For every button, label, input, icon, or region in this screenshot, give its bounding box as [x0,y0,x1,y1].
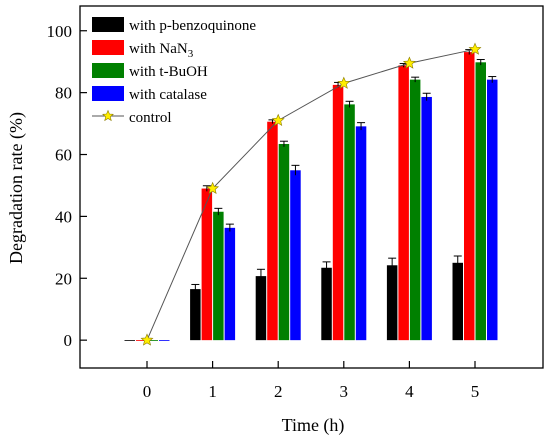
bar [124,340,135,341]
x-tick-label: 0 [143,382,152,401]
bar [321,267,332,341]
legend-label: with p-benzoquinone [129,18,256,34]
y-tick-label: 20 [55,269,72,288]
bar [332,84,344,341]
control-point [468,42,482,55]
x-tick-label: 5 [471,382,480,401]
bar [398,65,409,341]
bar [409,79,421,341]
control-line [146,48,476,341]
x-tick-label: 3 [340,382,349,401]
legend-label: control [129,110,172,126]
legend-swatch [92,63,124,78]
legend-label: with catalase [129,87,207,103]
bar [224,227,236,341]
bar [355,126,367,341]
bar [267,121,278,341]
x-tick-label: 1 [208,382,217,401]
y-tick-label: 100 [47,22,73,41]
legend-marker [102,109,114,122]
bar [290,170,301,341]
bar [278,143,290,341]
bar [201,188,213,341]
y-tick-label: 40 [55,207,72,226]
bar [464,52,475,341]
bar [487,79,498,341]
y-tick-label: 0 [64,331,73,350]
legend-label: with t-BuOH [129,64,208,80]
bar [344,104,355,341]
control-point [271,113,285,126]
x-tick-label: 4 [405,382,414,401]
legend-swatch [92,17,124,32]
bar [159,340,170,341]
bar [213,211,224,341]
control-point [402,56,416,69]
bar [386,265,398,341]
bar [475,62,486,341]
control-line-group [140,42,482,346]
axis-ticks: 0 20 40 60 80 100 0 1 2 3 4 5 [47,22,480,401]
bar [421,96,432,341]
legend-swatch [92,86,124,101]
legend-label: with NaN3 [129,41,194,60]
control-point [206,181,220,195]
x-axis-label: Time (h) [282,415,345,436]
control-point [337,76,351,89]
legend: with p-benzoquinone with NaN3 with t-BuOH w… [92,17,256,126]
bar [136,340,147,341]
control-point [140,333,154,346]
plot-frame [79,5,544,369]
bar [255,276,267,341]
y-tick-label: 60 [55,146,72,165]
bar [452,262,463,341]
y-axis-label: Degradation rate (%) [6,112,27,264]
bar [190,289,201,341]
x-tick-label: 2 [274,382,283,401]
y-tick-label: 80 [55,84,72,103]
bar-group [124,49,498,341]
legend-swatch [92,40,124,55]
bar [147,340,158,341]
